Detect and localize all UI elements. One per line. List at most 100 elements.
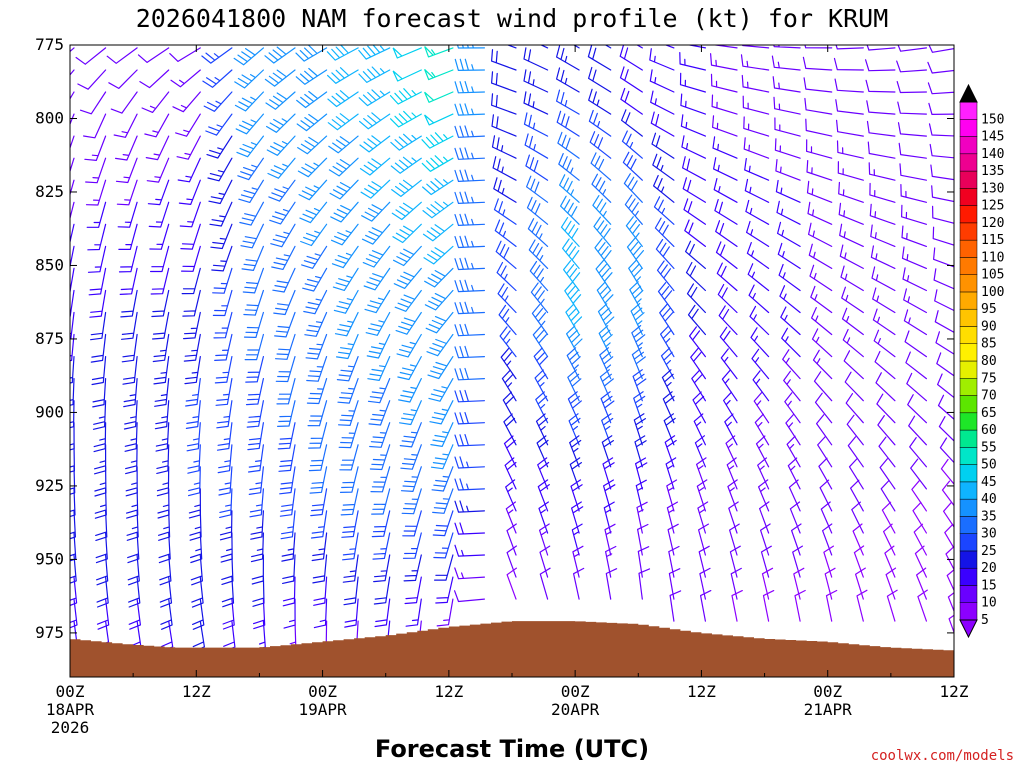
wind-barb [499,326,517,358]
wind-barb [454,345,485,359]
wind-barb [537,479,550,512]
wind-barb [838,181,864,203]
wind-barb [773,96,801,115]
wind-barb [928,45,954,53]
wind-barb [70,91,75,100]
wind-barb [883,523,896,556]
colorbar-segment [959,429,978,448]
wind-barb [909,437,927,468]
y-tick-label: 875 [35,329,64,348]
wind-barb [867,141,896,159]
wind-barb [877,415,896,446]
wind-barb [621,130,643,159]
wind-barb [75,47,107,65]
wind-barb [710,53,738,71]
wind-barb [625,216,643,247]
wind-barb [243,289,264,316]
wind-barb [391,201,422,221]
wind-barb [494,219,517,247]
wind-barb [242,267,264,294]
wind-barb [264,46,296,64]
wind-barb [686,283,706,314]
wind-barb [868,162,896,181]
wind-barb [743,137,770,159]
wind-barb [506,567,517,600]
wind-barb [155,422,170,452]
wind-barb [740,54,770,71]
wind-barb [679,52,706,71]
wind-barb [70,47,75,53]
wind-barb [506,523,517,556]
wind-barb [556,45,580,71]
wind-barb [70,69,75,76]
wind-barb [840,265,864,292]
wind-barb [491,49,517,71]
wind-barb [726,457,738,490]
wind-barb [638,568,651,600]
wind-barb [83,113,107,139]
wind-barb [742,95,770,115]
wind-barb [338,400,359,426]
wind-barb [870,224,896,247]
wind-barb [682,156,706,181]
wind-barb [573,567,585,600]
speed-colorbar: 5 10 15 20 25 30 35 40 45 50 55 60 65 70 75 80 85 90 95 100… [959,83,1004,639]
wind-barb [569,435,582,468]
wind-barb [690,347,706,380]
colorbar-label: 20 [981,561,997,576]
colorbar-label: 45 [981,475,997,490]
wind-barb [70,311,75,340]
wind-barb [749,305,770,336]
colorbar-under-arrow [959,619,978,639]
wind-barb [431,466,454,492]
wind-barb [539,45,549,49]
colorbar-segment [959,550,978,569]
wind-barb [744,158,770,181]
x-tick-label: 12Z [434,682,463,701]
y-tick-label: 775 [35,35,64,54]
wind-barb [747,263,770,292]
wind-barb [359,135,391,153]
wind-barb [366,333,391,359]
wind-barb [753,391,770,424]
wind-barb [748,284,770,314]
wind-barb [327,90,359,108]
y-tick-label: 950 [35,549,64,568]
wind-barb [369,444,391,471]
wind-barb [306,378,328,405]
wind-barb [454,169,485,182]
wind-barb [454,191,485,204]
wind-barb [927,61,954,74]
wind-barb [275,333,296,360]
wind-barb [365,311,391,336]
wind-barb [878,436,896,468]
wind-barb [539,567,551,600]
wind-barb [424,289,454,311]
wind-barb [855,567,866,600]
wind-barb [339,466,359,493]
wind-barb [221,554,234,585]
wind-barb [454,478,485,491]
wind-barb [624,194,643,225]
wind-barb [762,590,775,622]
wind-barb [128,598,141,630]
wind-barb [728,501,739,534]
wind-barb [331,223,359,246]
wind-barb [914,545,927,578]
wind-barb [556,110,580,137]
wind-barb [633,391,646,424]
wind-barb [342,532,359,561]
wind-barb [906,372,927,402]
wind-barb [505,479,517,512]
wind-barb [896,60,927,73]
wind-barb [252,576,265,607]
wind-barb [234,91,264,112]
wind-barb [333,289,359,314]
wind-barb [454,389,485,403]
wind-barb [277,400,296,427]
wind-barb [422,201,454,219]
wind-barb [393,267,422,289]
wind-barb [436,598,454,627]
wind-barb [745,199,770,225]
wind-barb [589,131,612,159]
